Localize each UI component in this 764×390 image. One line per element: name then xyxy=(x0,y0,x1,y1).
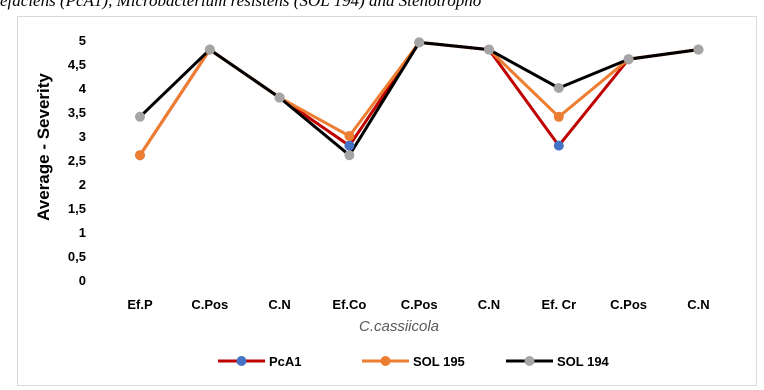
y-tick-label: 0,5 xyxy=(68,249,86,264)
y-tick-label: 3,5 xyxy=(68,105,86,120)
y-tick-label: 3 xyxy=(79,129,86,144)
legend: PcA1 SOL 195 SOL 194 xyxy=(218,354,610,369)
legend-marker-3 xyxy=(524,356,535,366)
y-axis-label: Average - Severity xyxy=(34,73,53,221)
x-axis-label: C.cassiicola xyxy=(359,318,439,335)
y-axis-ticks: 0 0,5 1 1,5 2 2,5 3 3,5 4 4,5 5 xyxy=(68,33,87,288)
y-tick-label: 4,5 xyxy=(68,57,86,72)
chart-frame xyxy=(17,16,757,386)
data-point xyxy=(274,92,285,103)
series-line-3 xyxy=(138,40,699,157)
data-point xyxy=(553,83,564,93)
legend-label: PcA1 xyxy=(269,354,302,369)
data-point xyxy=(135,150,145,161)
x-tick-label: Ef. Cr xyxy=(541,297,576,312)
x-tick-label: C.Pos xyxy=(191,297,228,312)
y-tick-label: 1,5 xyxy=(68,201,86,216)
x-tick-label: C.Pos xyxy=(401,297,438,312)
y-tick-label: 5 xyxy=(79,33,86,48)
data-point xyxy=(344,140,355,151)
series-lines xyxy=(138,40,699,157)
y-tick-label: 4 xyxy=(79,81,87,96)
y-tick-label: 2,5 xyxy=(68,153,86,168)
y-tick-label: 1 xyxy=(79,225,86,240)
x-tick-label: C.N xyxy=(687,297,709,312)
x-tick-label: Ef.P xyxy=(127,297,153,312)
data-point xyxy=(553,140,564,151)
x-axis-ticks: Ef.P C.Pos C.N Ef.Co C.Pos C.N Ef. Cr C.Pos C.N xyxy=(127,297,709,312)
data-point xyxy=(414,37,425,48)
y-tick-label: 2 xyxy=(79,177,86,192)
x-tick-label: C.N xyxy=(268,297,290,312)
legend-label: SOL 195 xyxy=(413,354,465,369)
x-tick-label: Ef.Co xyxy=(332,297,366,312)
data-point xyxy=(623,54,634,65)
x-tick-label: C.Pos xyxy=(610,297,647,312)
data-point xyxy=(344,131,355,141)
legend-marker-2 xyxy=(380,356,391,366)
series-markers xyxy=(135,37,704,161)
data-point xyxy=(553,111,564,122)
x-tick-label: C.N xyxy=(478,297,500,312)
legend-label: SOL 194 xyxy=(557,354,610,369)
data-point xyxy=(135,111,145,122)
y-tick-label: 0 xyxy=(79,273,86,288)
data-point xyxy=(693,44,704,55)
data-point xyxy=(344,150,355,161)
legend-marker-1 xyxy=(236,356,247,366)
data-point xyxy=(484,44,494,55)
figure-caption: efaciens (PcA1), Microbacterium resisten… xyxy=(0,0,482,10)
data-point xyxy=(204,44,215,55)
